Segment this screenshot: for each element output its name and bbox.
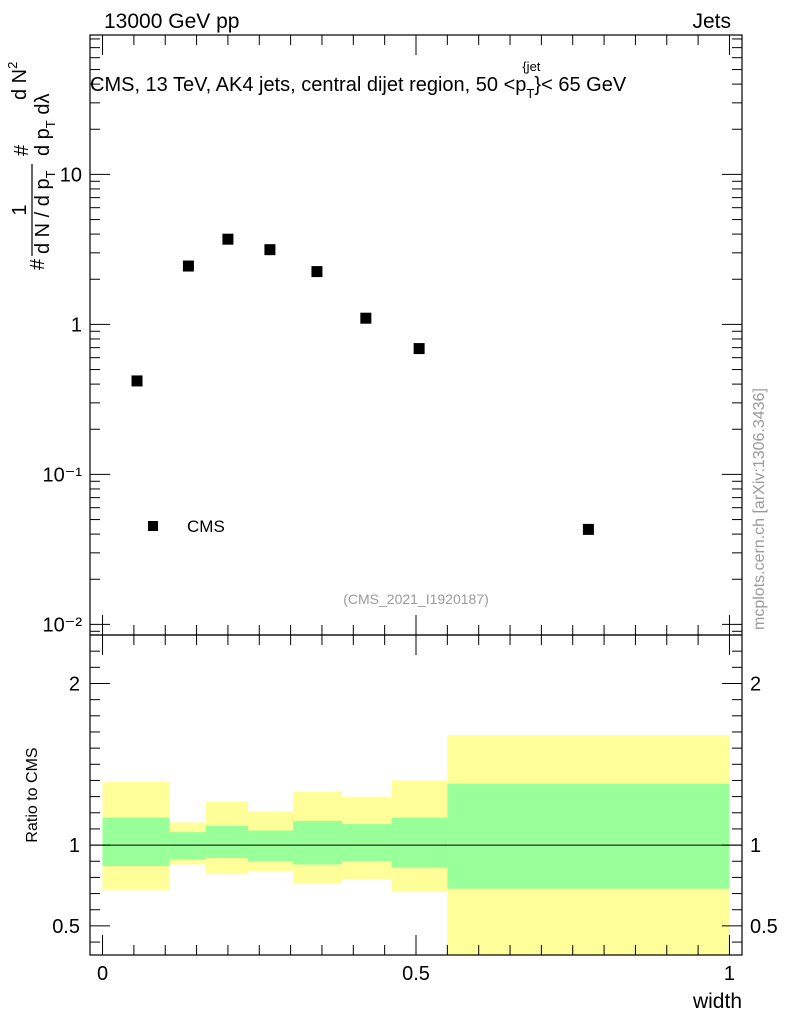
title-sup: {jet	[522, 59, 540, 74]
green-band	[391, 817, 448, 868]
ratio-ytick-label-right: 2	[750, 673, 761, 695]
ratio-axis-ticks: 0.5 0.5 1 1 2 2 0 0.5 1	[52, 635, 778, 985]
data-point	[360, 312, 372, 324]
green-band	[342, 824, 392, 862]
xtick-label: 0	[97, 963, 108, 985]
data-point	[131, 375, 143, 387]
ratio-ytick-label-right: 0.5	[750, 916, 778, 938]
ylabel-hash-2: #	[11, 144, 33, 156]
ratio-ytick-label-left: 1	[69, 835, 80, 857]
svg-text:#: #	[27, 258, 49, 270]
x-axis-label: width	[692, 990, 742, 1013]
title-main: CMS, 13 TeV, AK4 jets, central dijet reg…	[90, 74, 526, 96]
main-axis-ticks: 10⁻² 10⁻¹ 1 10	[43, 35, 742, 636]
svg-text:#: #	[11, 144, 33, 156]
data-point	[413, 343, 425, 355]
ylabel-hash: #	[27, 258, 49, 270]
svg-text:d N / d pT: d N / d pT	[32, 170, 58, 254]
ylabel-lambda: dλ	[32, 94, 54, 121]
data-point	[311, 266, 323, 278]
green-band	[447, 783, 730, 889]
ylabel-den: d N / d p	[32, 178, 54, 254]
title-end: }< 65 GeV	[534, 74, 626, 96]
legend-label: CMS	[187, 517, 225, 536]
green-band	[205, 825, 248, 859]
green-band	[247, 830, 294, 862]
ylabel-d2-sup: 2	[5, 62, 20, 69]
legend: CMS	[148, 517, 225, 536]
legend-marker	[148, 521, 158, 531]
data-point	[582, 523, 594, 535]
ratio-ytick-label-left: 2	[69, 673, 80, 695]
main-ytick-label: 1	[71, 314, 82, 336]
ratio-ylabel: Ratio to CMS	[24, 747, 41, 842]
ratio-ytick-label-right: 1	[750, 835, 761, 857]
ylabel-den-sub: T	[43, 170, 58, 178]
ylabel-num: 1	[9, 204, 31, 215]
ratio-frame	[89, 634, 743, 956]
analysis-id: (CMS_2021_I1920187)	[343, 591, 489, 607]
main-frame	[89, 34, 743, 636]
main-ytick-label: 10⁻²	[43, 614, 83, 636]
ylabel-d2-den-sub: T	[43, 120, 58, 128]
chart-title: CMS, 13 TeV, AK4 jets, central dijet reg…	[90, 59, 627, 101]
header-right: Jets	[692, 10, 731, 33]
main-data-points	[131, 233, 594, 535]
data-point	[222, 233, 234, 245]
main-ylabel: # 1 d N / d pT # d pT dλ d N2	[5, 62, 58, 270]
green-band	[169, 832, 206, 860]
xtick-label: 0.5	[402, 963, 430, 985]
green-band	[293, 820, 343, 865]
ylabel-d2: d N	[9, 69, 31, 100]
svg-text:d pT dλ: d pT dλ	[32, 94, 58, 156]
green-band	[102, 817, 170, 867]
ratio-ytick-label-left: 0.5	[52, 916, 80, 938]
main-ytick-label: 10⁻¹	[43, 464, 83, 486]
data-point	[264, 244, 276, 256]
main-ytick-label: 10	[60, 164, 82, 186]
svg-text:d N2: d N2	[5, 62, 31, 100]
ylabel-d2-den: d p	[32, 128, 54, 156]
xtick-label: 1	[724, 963, 735, 985]
title-sub: T	[526, 86, 534, 101]
data-point	[182, 260, 194, 272]
header-left: 13000 GeV pp	[104, 10, 239, 33]
side-label: mcplots.cern.ch [arXiv:1306.3436]	[751, 388, 768, 630]
